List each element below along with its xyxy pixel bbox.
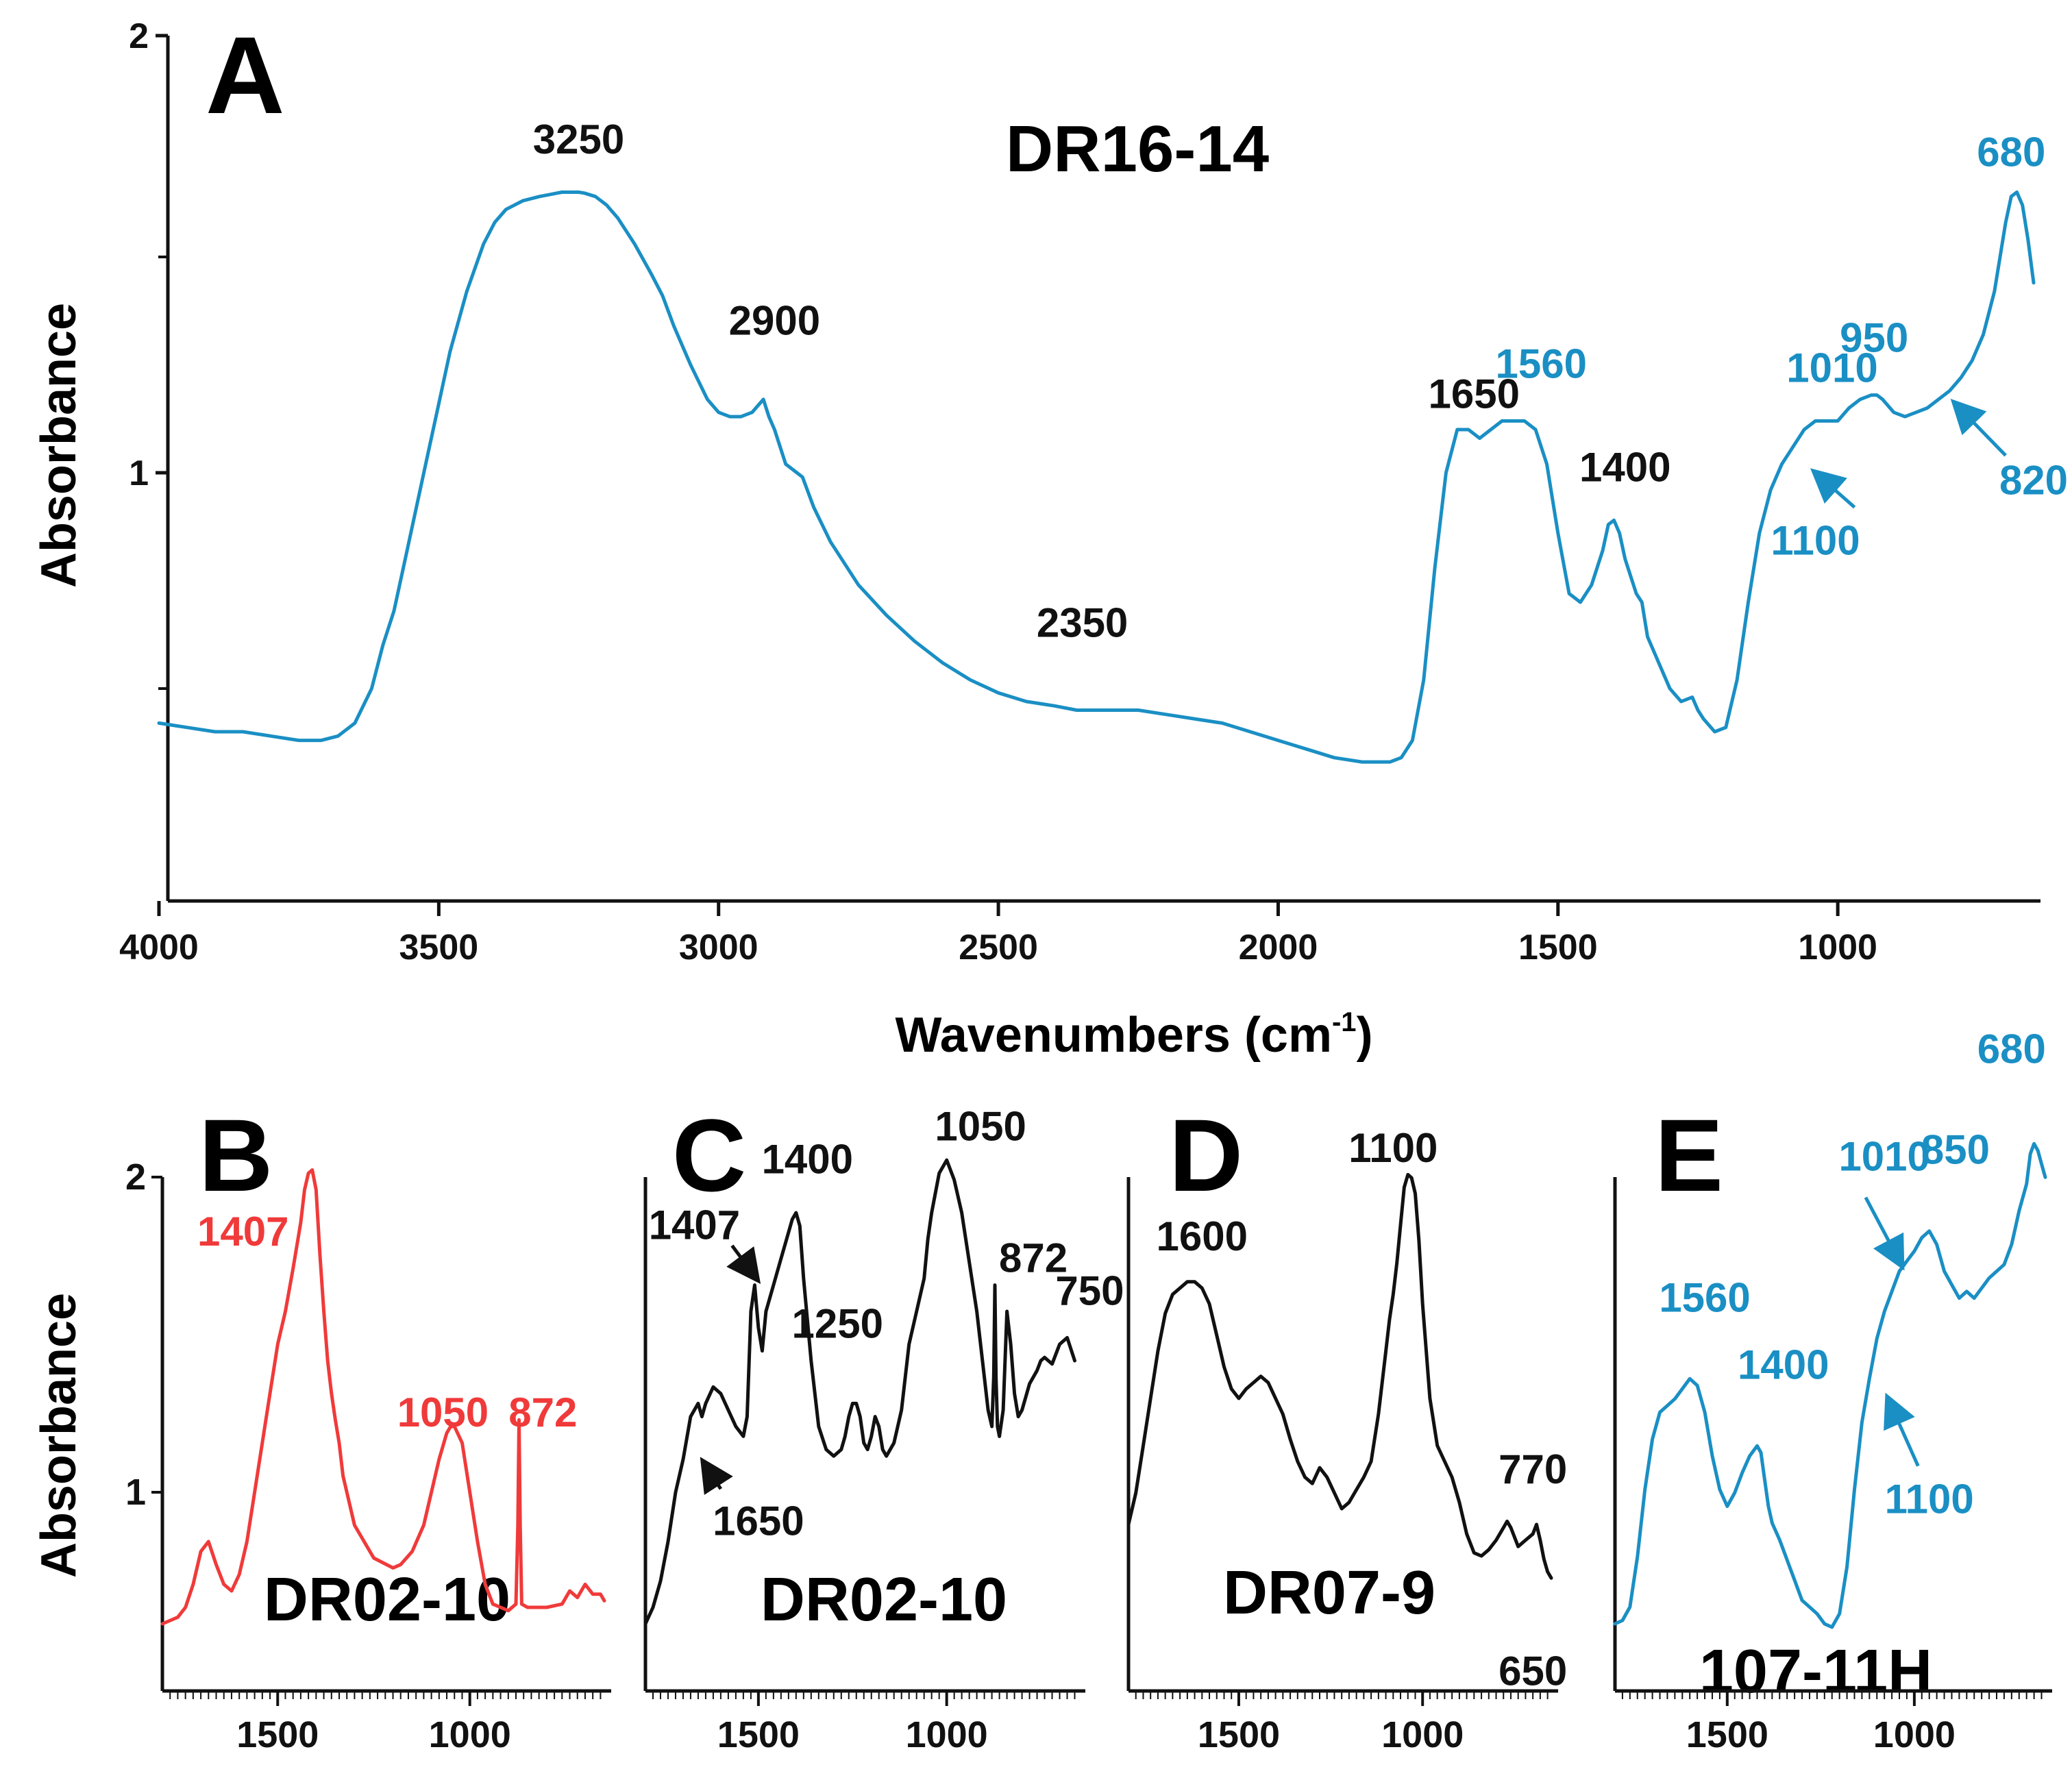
- panel-c-peak-label-1650: 1650: [713, 1498, 804, 1544]
- panel-c-axes: 1500 1000: [643, 1177, 1085, 1755]
- panel-e-sample: 107-11H: [1699, 1638, 1932, 1706]
- panel-d-peak-label-770: 770: [1498, 1446, 1567, 1492]
- panel-e-peak-label-1560: 1560: [1659, 1274, 1750, 1320]
- panel-b-label: B: [199, 1098, 273, 1213]
- panel-c-label: C: [672, 1098, 746, 1213]
- panel-a-xtick-label-1500: 1500: [1518, 928, 1598, 967]
- panel-a-xlabel-sup: -1: [1332, 1007, 1357, 1037]
- panel-e-arrow-1100: [1884, 1392, 1920, 1467]
- panel-a-xtick-label-1000: 1000: [1798, 928, 1877, 967]
- panel-e-peak-label-1100: 1100: [1885, 1476, 1974, 1522]
- panel-c-sample: DR02-10: [761, 1566, 1007, 1634]
- panel-a-arrow-1100: [1810, 468, 1856, 509]
- panel-a-xlabel-close: ): [1357, 1008, 1373, 1063]
- panel-b-data: 1407 1050 872: [160, 1168, 606, 1626]
- panel-a-ytick-label-1: 1: [129, 454, 149, 493]
- panel-a-xtick-label-3000: 3000: [679, 928, 758, 967]
- panel-c-peak-label-1400: 1400: [762, 1136, 853, 1182]
- panel-b-ytick-label-2: 2: [125, 1157, 146, 1198]
- panel-b-xtick-label-1000: 1000: [429, 1714, 511, 1755]
- panel-a-ytick-label-2: 2: [129, 16, 149, 56]
- panel-d: D DR07-9 1500 1000 1600 1100 770 650: [1126, 1098, 1567, 1755]
- panel-a-series-line: [157, 190, 2036, 764]
- panel-a-peak-label-1010: 1010: [1786, 345, 1877, 391]
- panel-c-xtick-label-1500: 1500: [717, 1714, 800, 1755]
- panel-d-axes: 1500 1000: [1126, 1177, 1558, 1755]
- panel-d-series-line: [1126, 1172, 1553, 1580]
- panel-a: A DR16-14 Absorbance Wavenumbers (cm-1) …: [32, 14, 2068, 1063]
- panel-a-peak-label-2900: 2900: [729, 297, 820, 343]
- panel-a-ylabel: Absorbance: [32, 303, 86, 588]
- panel-b-peak-label-1050: 1050: [397, 1389, 489, 1435]
- panel-a-peak-label-2350: 2350: [1037, 600, 1128, 645]
- panel-e-axes: 1500 1000: [1613, 1177, 2052, 1755]
- panel-d-label: D: [1169, 1098, 1243, 1213]
- panel-b-xtick-label-1500: 1500: [236, 1714, 319, 1755]
- panel-e-arrow-1010: [1864, 1196, 1905, 1271]
- panel-e-peak-label-1400: 1400: [1738, 1342, 1829, 1387]
- panel-c-peak-label-750: 750: [1055, 1268, 1124, 1313]
- panel-c-peak-label-1407: 1407: [649, 1202, 740, 1248]
- panel-a-peak-label-680: 680: [1977, 129, 2045, 175]
- panel-a-peak-label-1400: 1400: [1579, 445, 1670, 491]
- panel-c-series-line: [643, 1158, 1076, 1626]
- panel-a-xtick-label-2000: 2000: [1239, 928, 1318, 967]
- panel-a-axes: 4000 3500 3000 2500 2000 1500 1000 1 2: [119, 16, 2040, 967]
- panel-c: C DR02-10 1500 1000 1407 1400 1250 1050 87275…: [643, 1098, 1124, 1755]
- panel-b-peak-label-1407: 1407: [197, 1209, 288, 1255]
- panel-b-peak-label-872: 872: [508, 1389, 577, 1435]
- panel-c-arrow-1407: [726, 1244, 761, 1285]
- panel-e-peak-label-1010: 1010: [1838, 1134, 1929, 1180]
- panel-e-xtick-label-1000: 1000: [1873, 1714, 1956, 1755]
- panel-b-sample: DR02-10: [264, 1566, 510, 1634]
- panel-a-xlabel-main: Wavenumbers (cm: [895, 1008, 1332, 1063]
- panel-a-xtick-label-3500: 3500: [399, 928, 479, 967]
- panel-a-arrow-820: [1950, 399, 2007, 457]
- panel-d-sample: DR07-9: [1223, 1559, 1435, 1627]
- panel-a-title: DR16-14: [1006, 112, 1269, 186]
- panel-b: B Absorbance DR02-10 1500 1000 1 2 1407 1050…: [32, 1098, 611, 1755]
- panel-a-peak-label-950: 950: [1840, 315, 1908, 361]
- panel-b-ytick-label-1: 1: [125, 1472, 146, 1513]
- panel-d-peak-label-1100: 1100: [1348, 1125, 1438, 1171]
- panel-c-peak-label-1250: 1250: [792, 1300, 883, 1346]
- panel-c-xtick-label-1000: 1000: [906, 1714, 988, 1755]
- panel-e-series-line: [1613, 1141, 2047, 1629]
- panel-a-label: A: [206, 14, 285, 136]
- panel-d-peak-label-1600: 1600: [1157, 1213, 1248, 1259]
- panel-a-peak-label-820: 820: [1999, 458, 2068, 504]
- panel-c-peak-label-872: 872: [999, 1235, 1068, 1281]
- panel-e-peak-label-680: 680: [1977, 1026, 2046, 1072]
- panel-c-peak-label-1050: 1050: [935, 1103, 1026, 1149]
- panel-d-peak-label-650: 650: [1498, 1648, 1567, 1694]
- panel-a-xtick-label-2500: 2500: [959, 928, 1038, 967]
- panel-b-axes: 1500 1000 1 2: [125, 1157, 611, 1755]
- panel-a-peak-label-1650: 1650: [1429, 371, 1520, 417]
- panel-b-ylabel: Absorbance: [32, 1293, 86, 1578]
- panel-a-peak-label-1560: 1560: [1496, 341, 1587, 386]
- panel-a-xtick-label-4000: 4000: [119, 928, 199, 967]
- panel-a-peak-label-1100: 1100: [1771, 518, 1860, 564]
- panel-e-peak-label-850: 850: [1921, 1127, 1990, 1173]
- panel-b-series-line: [160, 1168, 606, 1626]
- panel-a-xlabel: Wavenumbers (cm-1): [895, 1007, 1372, 1063]
- panel-a-peak-label-3250: 3250: [533, 116, 624, 162]
- panel-d-data: 1600 1100 770 650: [1126, 1125, 1567, 1694]
- panel-e-xtick-label-1500: 1500: [1686, 1714, 1768, 1755]
- panel-d-xtick-label-1000: 1000: [1381, 1714, 1464, 1755]
- panel-e-label: E: [1655, 1098, 1723, 1213]
- panel-d-xtick-label-1500: 1500: [1198, 1714, 1280, 1755]
- panel-c-arrow-1650: [700, 1457, 733, 1495]
